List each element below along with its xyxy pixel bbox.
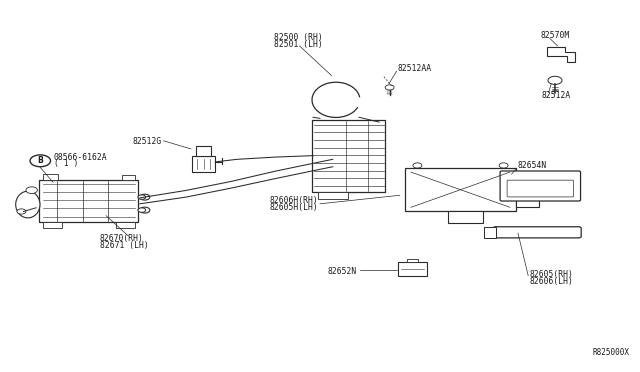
FancyBboxPatch shape	[507, 180, 573, 197]
Circle shape	[138, 208, 146, 212]
Text: 82654N: 82654N	[518, 161, 547, 170]
Text: 82500 (RH): 82500 (RH)	[274, 32, 323, 42]
Circle shape	[17, 209, 26, 214]
Text: 82512AA: 82512AA	[398, 64, 432, 73]
Text: 82652N: 82652N	[328, 267, 357, 276]
Bar	[319, 192, 348, 199]
Bar	[122, 175, 135, 180]
Text: B: B	[37, 156, 43, 165]
FancyBboxPatch shape	[312, 120, 385, 192]
Circle shape	[499, 163, 508, 168]
Text: 82501 (LH): 82501 (LH)	[274, 40, 323, 49]
Text: 82570M: 82570M	[540, 31, 570, 41]
FancyBboxPatch shape	[398, 262, 427, 276]
Text: 82512G: 82512G	[132, 137, 162, 146]
FancyBboxPatch shape	[493, 227, 581, 238]
Bar	[42, 222, 61, 228]
FancyBboxPatch shape	[192, 155, 215, 172]
Circle shape	[140, 194, 150, 200]
Circle shape	[385, 85, 394, 90]
FancyBboxPatch shape	[448, 211, 483, 223]
Text: 82606H(RH): 82606H(RH)	[270, 196, 319, 205]
Text: R825000X: R825000X	[593, 348, 630, 357]
Bar	[116, 222, 135, 228]
Circle shape	[140, 207, 150, 213]
Text: 82605H(LH): 82605H(LH)	[270, 203, 319, 212]
Circle shape	[26, 187, 37, 193]
FancyBboxPatch shape	[196, 146, 211, 155]
FancyBboxPatch shape	[39, 180, 138, 222]
Bar	[484, 227, 495, 237]
Text: ( 1 ): ( 1 )	[54, 159, 78, 168]
Text: 82671 (LH): 82671 (LH)	[100, 241, 148, 250]
FancyBboxPatch shape	[500, 171, 580, 201]
Bar	[42, 174, 58, 180]
Circle shape	[138, 195, 146, 199]
Text: 08566-6162A: 08566-6162A	[54, 153, 108, 161]
Text: 82606(LH): 82606(LH)	[529, 277, 573, 286]
Text: 82605(RH): 82605(RH)	[529, 270, 573, 279]
Circle shape	[548, 76, 562, 84]
Circle shape	[413, 163, 422, 168]
Circle shape	[30, 155, 51, 167]
Text: 82670(RH): 82670(RH)	[100, 234, 143, 243]
Text: 82512A: 82512A	[541, 91, 571, 100]
Bar	[408, 259, 418, 262]
Polygon shape	[547, 47, 575, 62]
FancyBboxPatch shape	[516, 172, 539, 207]
Ellipse shape	[16, 191, 40, 218]
FancyBboxPatch shape	[404, 169, 516, 211]
